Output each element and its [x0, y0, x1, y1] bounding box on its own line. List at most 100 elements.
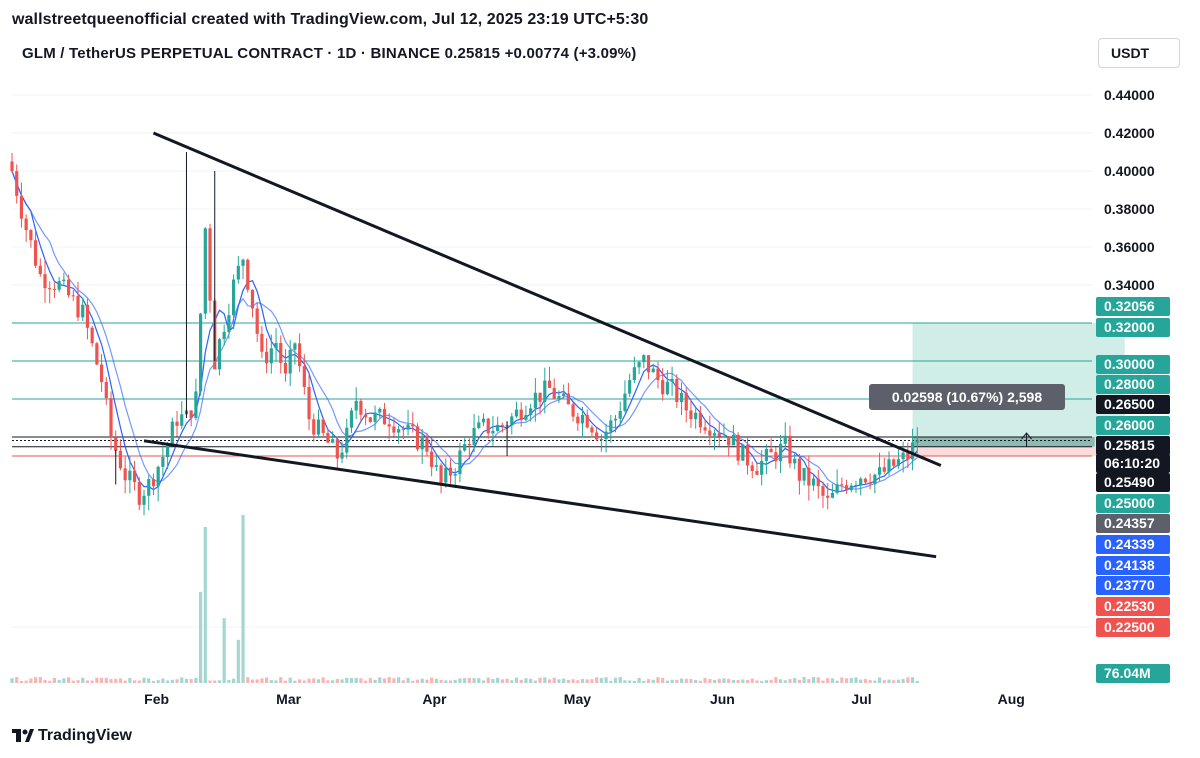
volume-bar	[411, 680, 415, 683]
candle-body	[873, 474, 877, 485]
candle-body	[486, 418, 490, 434]
candle-body	[859, 478, 863, 485]
candle-body	[731, 434, 735, 446]
candle-body	[562, 393, 566, 397]
volume-bar	[543, 677, 547, 683]
candle-body	[788, 435, 792, 464]
volume-bar	[241, 515, 245, 683]
volume-bar	[203, 527, 207, 683]
candle-body	[684, 392, 688, 411]
volume-bar	[882, 680, 886, 683]
candle-body	[397, 429, 401, 433]
candle-body	[689, 410, 693, 420]
candle-body	[656, 368, 660, 381]
volume-bar	[821, 680, 825, 683]
volume-bar	[62, 678, 66, 683]
tradingview-logo[interactable]: TradingView	[12, 727, 132, 745]
volume-bar	[623, 680, 627, 683]
candle-body	[151, 479, 156, 487]
volume-bar	[298, 679, 302, 683]
candle-body	[708, 430, 712, 436]
volume-bar	[769, 679, 773, 683]
candle-body	[642, 355, 646, 363]
price-axis-label: 0.38000	[1104, 201, 1155, 217]
volume-bar	[415, 679, 420, 683]
candle-body	[123, 468, 127, 481]
volume-bar	[703, 677, 707, 683]
volume-bar	[514, 677, 519, 683]
volume-bar	[392, 678, 396, 683]
volume-bar	[807, 679, 811, 683]
candle-body	[703, 427, 707, 431]
volume-bar	[151, 680, 156, 683]
volume-bar	[868, 680, 872, 683]
candle-body	[250, 289, 255, 309]
candle-body	[85, 304, 90, 328]
candle-body	[745, 444, 750, 466]
trendline	[143, 439, 937, 559]
price-tag: 0.30000	[1096, 355, 1170, 374]
symbol-info[interactable]: GLM / TetherUS PERPETUAL CONTRACT · 1D ·…	[22, 45, 637, 62]
volume-bar	[439, 679, 443, 683]
candle-body	[199, 313, 203, 392]
volume-bar	[679, 678, 684, 683]
measure-label: 0.02598 (10.67%) 2,598	[869, 384, 1065, 410]
volume-bar	[359, 678, 363, 683]
tradingview-logo-icon	[12, 729, 34, 742]
candle-body	[453, 474, 457, 476]
candle-body	[529, 408, 533, 416]
volume-bar	[430, 677, 434, 683]
measure-arrow	[1021, 432, 1032, 447]
candle-body	[401, 429, 405, 431]
volume-bar	[38, 677, 42, 683]
candle-body	[571, 404, 575, 417]
volume-bar	[170, 679, 174, 683]
volume-bar	[288, 677, 292, 683]
price-axis-label: 0.42000	[1104, 125, 1155, 141]
candle-body	[722, 436, 726, 438]
candle-body	[406, 424, 410, 430]
volume-bar	[783, 680, 787, 683]
volume-bar	[727, 678, 731, 683]
candle-body	[241, 259, 245, 266]
candle-body	[496, 424, 500, 431]
candle-body	[609, 420, 613, 432]
currency-selector[interactable]: USDT	[1098, 38, 1180, 68]
candle-body	[835, 484, 839, 493]
candle-body	[331, 439, 335, 443]
candle-body	[510, 416, 514, 426]
candle-body	[302, 366, 306, 387]
volume-bar	[524, 678, 528, 683]
candle-body	[675, 378, 679, 403]
volume-bar	[618, 677, 622, 683]
volume-bar	[646, 679, 651, 683]
candle-body	[892, 459, 896, 466]
volume-bar	[48, 680, 52, 683]
volume-bar	[250, 679, 255, 683]
candle-body	[557, 396, 561, 399]
candle-body	[679, 392, 684, 403]
measure-range	[912, 437, 1095, 447]
candle-body	[769, 448, 773, 453]
candle-body	[830, 492, 835, 498]
volume-bar	[793, 678, 797, 683]
price-axis-label: 0.44000	[1104, 87, 1155, 103]
candle-body	[326, 432, 330, 443]
candle-body	[901, 452, 905, 460]
volume-bar	[599, 678, 603, 683]
candle-body	[95, 343, 99, 365]
volume-bar	[580, 679, 585, 683]
candle-body	[274, 342, 278, 349]
volume-bar	[802, 677, 806, 683]
candle-body	[434, 465, 438, 467]
candle-body	[269, 348, 273, 364]
candle-body	[76, 295, 80, 318]
volume-bar	[609, 680, 613, 683]
volume-bar	[321, 677, 325, 683]
volume-bar	[227, 679, 231, 683]
price-tag: 0.24339	[1096, 535, 1170, 554]
volume-bar	[717, 678, 721, 683]
candle-body	[57, 281, 61, 290]
volume-bar	[118, 678, 123, 683]
